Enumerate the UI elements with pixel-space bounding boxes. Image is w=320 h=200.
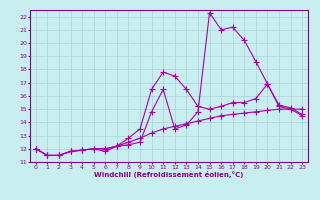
X-axis label: Windchill (Refroidissement éolien,°C): Windchill (Refroidissement éolien,°C) bbox=[94, 171, 244, 178]
